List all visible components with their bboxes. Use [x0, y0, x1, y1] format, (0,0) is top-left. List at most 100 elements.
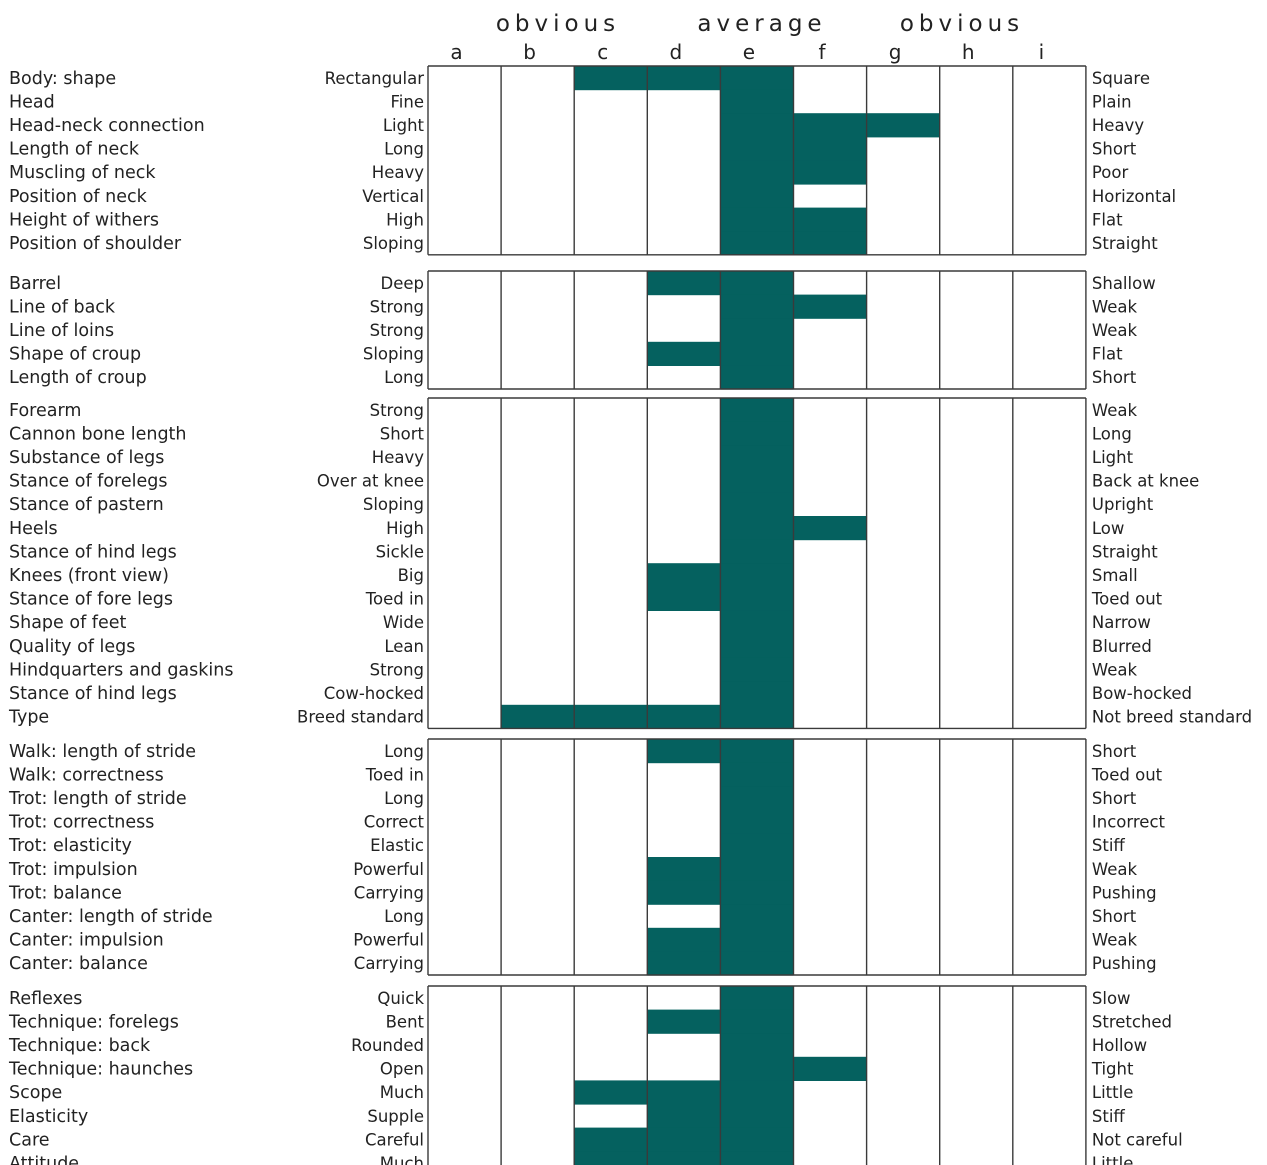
trait-label: Trot: balance	[8, 883, 122, 903]
profile-bar	[720, 657, 794, 682]
right-extreme-label: Incorrect	[1092, 813, 1166, 832]
left-extreme-label: Toed in	[365, 765, 424, 784]
right-extreme-label: Weak	[1092, 401, 1138, 420]
left-extreme-label: Long	[384, 140, 424, 159]
trait-label: Head	[9, 92, 55, 112]
left-extreme-label: Long	[384, 789, 424, 808]
right-extreme-label: Tight	[1091, 1060, 1134, 1079]
trait-label: Canter: impulsion	[9, 931, 164, 951]
right-extreme-label: Long	[1092, 424, 1132, 443]
trait-label: Quality of legs	[9, 637, 135, 657]
profile-bar	[720, 681, 794, 706]
trait-label: Heels	[9, 519, 58, 539]
trait-label: Stance of hind legs	[9, 684, 177, 704]
right-extreme-label: Small	[1092, 566, 1138, 585]
header-group-label: obvious	[900, 11, 1024, 37]
trait-label: Technique: forelegs	[8, 1012, 179, 1032]
left-extreme-label: Long	[384, 368, 424, 387]
profile-bar	[720, 904, 794, 929]
column-label: f	[819, 40, 827, 64]
right-extreme-label: Toed out	[1091, 590, 1163, 609]
left-extreme-label: Sloping	[363, 234, 424, 253]
left-extreme-label: Deep	[381, 274, 424, 293]
right-extreme-label: Stretched	[1092, 1012, 1172, 1031]
profile-bar	[720, 986, 794, 1011]
left-extreme-label: Fine	[391, 92, 424, 111]
profile-bar	[720, 365, 794, 390]
column-label: d	[669, 40, 682, 64]
left-extreme-label: Short	[380, 424, 425, 443]
right-extreme-label: Toed out	[1091, 765, 1163, 784]
trait-label: Muscling of neck	[9, 163, 156, 183]
trait-label: Scope	[9, 1083, 62, 1103]
right-extreme-label: Shallow	[1092, 274, 1156, 293]
profile-bar	[720, 833, 794, 858]
trait-label: Trot: correctness	[8, 813, 154, 833]
trait-label: Length of neck	[9, 140, 140, 160]
left-extreme-label: Long	[384, 907, 424, 926]
profile-bar	[574, 1127, 794, 1152]
left-extreme-label: Much	[380, 1083, 424, 1102]
column-label: e	[743, 40, 755, 64]
right-extreme-label: Upright	[1092, 495, 1154, 514]
column-label: b	[523, 40, 536, 64]
right-extreme-label: Little	[1092, 1083, 1133, 1102]
trait-label: Position of shoulder	[9, 234, 182, 254]
profile-bar	[720, 421, 794, 446]
left-extreme-label: Breed standard	[297, 708, 424, 727]
trait-label: Shape of croup	[9, 345, 141, 365]
header-group-label: obvious	[496, 11, 620, 37]
trait-label: Stance of pastern	[9, 495, 164, 515]
right-extreme-label: Horizontal	[1092, 187, 1176, 206]
right-extreme-label: Weak	[1092, 321, 1138, 340]
left-extreme-label: Powerful	[353, 860, 424, 879]
left-extreme-label: Carrying	[354, 883, 424, 902]
trait-label: Knees (front view)	[9, 566, 169, 586]
right-extreme-label: Short	[1092, 140, 1137, 159]
profile-bar	[720, 786, 794, 811]
trait-label: Canter: length of stride	[9, 907, 213, 927]
right-extreme-label: Flat	[1092, 210, 1123, 229]
trait-label: Position of neck	[9, 187, 148, 207]
left-extreme-label: Light	[383, 116, 425, 135]
left-extreme-label: Powerful	[353, 931, 424, 950]
right-extreme-label: Light	[1092, 448, 1134, 467]
profile-bar	[720, 492, 794, 517]
profile-bar	[720, 398, 794, 423]
left-extreme-label: Careful	[365, 1130, 424, 1149]
right-extreme-label: Straight	[1092, 542, 1158, 561]
right-extreme-label: Weak	[1092, 297, 1138, 316]
right-extreme-label: Little	[1092, 1154, 1133, 1165]
trait-label: Canter: balance	[9, 954, 148, 974]
left-extreme-label: Vertical	[362, 187, 424, 206]
right-extreme-label: Plain	[1092, 92, 1132, 111]
profile-bar	[720, 610, 794, 635]
left-extreme-label: Strong	[370, 660, 424, 679]
trait-label: Trot: impulsion	[8, 860, 138, 880]
column-label: h	[962, 40, 975, 64]
right-extreme-label: Blurred	[1092, 637, 1152, 656]
trait-label: Trot: length of stride	[8, 789, 187, 809]
left-extreme-label: Supple	[367, 1107, 424, 1126]
profile-bar	[720, 1033, 794, 1058]
profile-bar	[720, 184, 794, 209]
trait-label: Line of back	[9, 297, 116, 317]
trait-label: Stance of hind legs	[9, 542, 177, 562]
profile-bar	[720, 539, 794, 564]
right-extreme-label: Not breed standard	[1092, 708, 1252, 727]
left-extreme-label: Wide	[383, 613, 424, 632]
trait-label: Technique: haunches	[8, 1060, 193, 1080]
profile-bar	[720, 445, 794, 470]
left-extreme-label: Lean	[384, 637, 424, 656]
trait-label: Attitude	[9, 1154, 79, 1165]
profile-bar	[720, 809, 794, 834]
right-extreme-label: Bow-hocked	[1092, 684, 1192, 703]
trait-label: Height of withers	[9, 210, 159, 230]
left-extreme-label: Carrying	[354, 954, 424, 973]
left-extreme-label: Strong	[370, 401, 424, 420]
right-extreme-label: Low	[1092, 519, 1125, 538]
right-extreme-label: Heavy	[1092, 116, 1144, 135]
left-extreme-label: Open	[380, 1060, 424, 1079]
right-extreme-label: Narrow	[1092, 613, 1151, 632]
right-extreme-label: Flat	[1092, 345, 1123, 364]
